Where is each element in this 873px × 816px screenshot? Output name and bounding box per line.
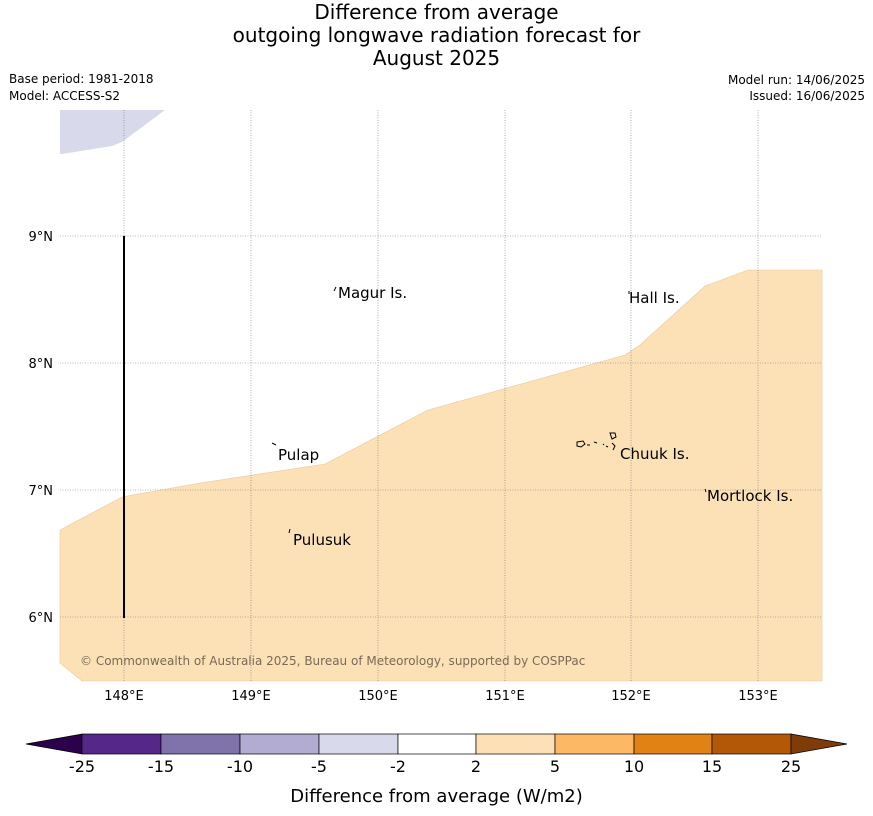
colorbar-tick-neg10: -10 [227,757,253,776]
base-period-text: Base period: 1981-2018 [9,72,154,86]
colorbar-bin-2-5 [475,733,556,755]
colorbar-bin-neg15-neg10 [160,733,241,755]
map-title-line2: outgoing longwave radiation forecast for [232,23,641,47]
colorbar-tick-neg5: -5 [311,757,327,776]
chuuk-lagoon-marks [576,432,617,451]
island-marks [271,286,707,534]
pulusuk-island-mark [288,528,291,534]
colorbar [25,733,848,755]
place-label-chuuk: Chuuk Is. [620,445,689,463]
lat-tick-7n: 7°N [29,484,54,499]
negative-anomaly-region [60,110,165,154]
lat-tick-8n: 8°N [29,357,54,372]
issued-text: Issued: 16/06/2025 [749,89,865,103]
colorbar-extend-high [790,733,848,755]
lon-tick-149e: 149°E [231,689,271,704]
colorbar-bin-10-15 [633,733,713,755]
colorbar-bin-neg25-neg15 [81,733,162,755]
colorbar-bin-5-10 [554,733,635,755]
magur-island-mark [333,286,337,292]
place-label-pulusuk: Pulusuk [293,531,351,549]
colorbar-tick-2: 2 [471,757,481,776]
lon-tick-150e: 150°E [358,689,398,704]
colorbar-tick-neg2: -2 [390,757,406,776]
lat-tick-9n: 9°N [29,230,54,245]
place-label-pulap: Pulap [278,446,319,464]
colorbar-tick-neg25: -25 [69,757,95,776]
map-title-line3: August 2025 [372,46,501,70]
model-run-text: Model run: 14/06/2025 [727,73,865,87]
colorbar-tick-5: 5 [550,757,560,776]
colorbar-bin-neg2-2 [397,733,477,755]
lon-tick-151e: 151°E [485,689,525,704]
colorbar-tick-15: 15 [702,757,722,776]
colorbar-tick-10: 10 [624,757,644,776]
colorbar-bin-neg10-neg5 [239,733,320,755]
model-text: Model: ACCESS-S2 [9,89,121,103]
copyright-text: © Commonwealth of Australia 2025, Bureau… [80,654,585,668]
colorbar-tick-neg15: -15 [148,757,174,776]
colorbar-label: Difference from average (W/m2) [290,786,583,807]
map-title-line1: Difference from average [314,0,559,24]
place-label-mortlock: Mortlock Is. [707,487,793,505]
lon-tick-152e: 152°E [611,689,651,704]
place-label-magur: Magur Is. [338,284,407,302]
positive-anomaly-region [59,269,823,682]
lon-tick-148e: 148°E [104,689,144,704]
lat-tick-6n: 6°N [29,611,54,626]
lon-tick-153e: 153°E [738,689,778,704]
colorbar-bin-neg5-neg2 [318,733,399,755]
colorbar-bin-15-25 [711,733,792,755]
colorbar-tick-25: 25 [781,757,801,776]
pulap-island-mark [271,442,277,446]
place-label-hall: Hall Is. [629,289,680,307]
mortlock-island-mark [704,488,707,493]
colorbar-extend-low [25,733,83,755]
